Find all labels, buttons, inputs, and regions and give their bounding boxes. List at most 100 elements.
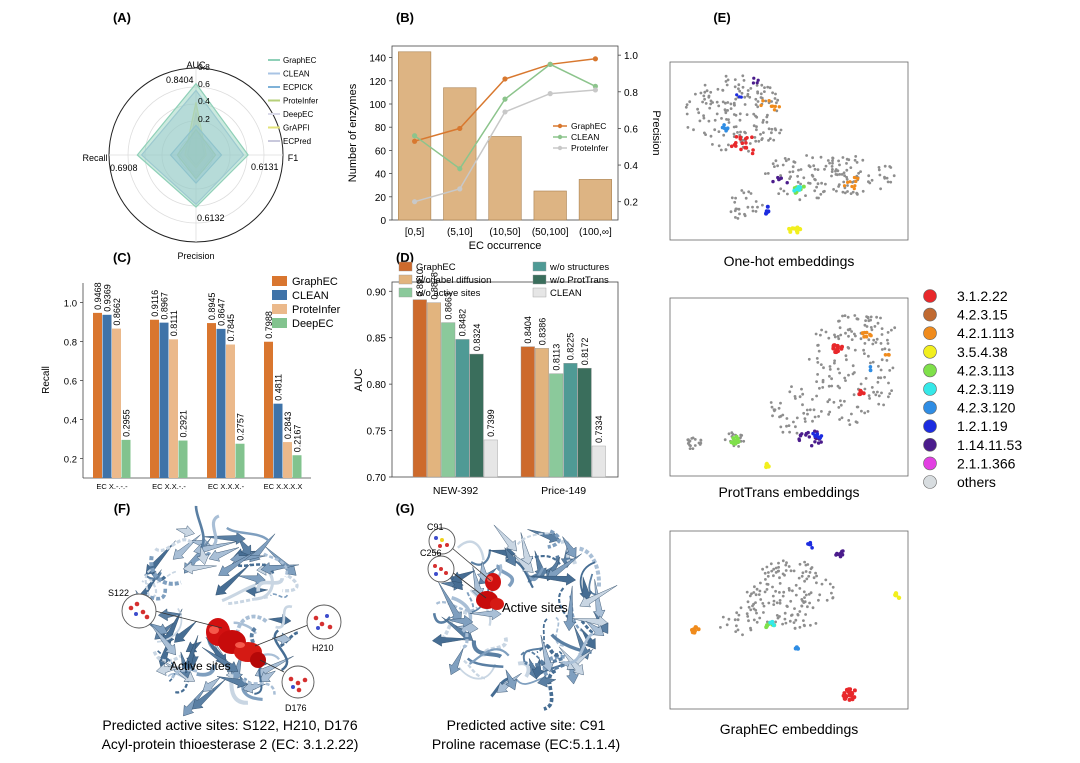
coil-loop (263, 552, 289, 578)
embedding-point (856, 176, 860, 181)
embedding-point (719, 626, 722, 629)
coil-loop (470, 549, 491, 566)
bar-value-label: 0.2757 (235, 413, 245, 441)
coil-loop (269, 593, 289, 599)
embedding-point (833, 335, 837, 339)
embedding-point (765, 115, 769, 119)
embedding-point (730, 196, 734, 200)
embedding-point (758, 589, 762, 593)
embedding-point (864, 319, 867, 322)
embedding-point (869, 361, 872, 365)
site-label-s122: S122 (108, 588, 129, 598)
coil-loop (226, 526, 270, 542)
beta-strand (196, 545, 210, 566)
embedding-point (716, 87, 720, 91)
site-label-c91: C91 (427, 522, 444, 532)
bar-value-label: 0.2843 (283, 412, 293, 440)
embedding-point (863, 352, 866, 355)
embedding-point (715, 100, 719, 104)
embedding-point (722, 133, 726, 137)
embedding-point (740, 91, 744, 95)
point-clean (412, 133, 418, 139)
embedding-point (778, 131, 781, 135)
embedding-point (759, 132, 762, 136)
embedding-point (810, 546, 814, 550)
embedding-point (843, 174, 846, 178)
embedding-point (821, 386, 825, 389)
embedding-point (785, 181, 789, 185)
embedding-point (771, 585, 774, 589)
embedding-point (863, 387, 867, 391)
legend-label-1-2-1-19: 1.2.1.19 (957, 418, 1008, 434)
embedding-point (803, 560, 806, 564)
point-proteinfer (412, 199, 418, 205)
embedding-point (822, 366, 825, 370)
embedding-point (798, 625, 802, 629)
embedding-point (868, 368, 873, 373)
embedding-point (730, 431, 734, 434)
legend-label-w-o-label-diffusion: w/o label diffusion (415, 275, 491, 286)
bar-value-label: 0.7399 (486, 409, 496, 437)
embedding-point (805, 408, 809, 412)
embedding-point (798, 198, 802, 202)
coil-loop (275, 605, 293, 629)
embedding-point (724, 148, 728, 152)
bar-value-label: 0.7845 (226, 314, 236, 342)
coil-loop (555, 616, 565, 647)
embedding-point (837, 406, 841, 409)
embedding-point (819, 333, 822, 337)
embedding-point (734, 97, 738, 101)
protein-structure-f: S122 H210 D176 Active sites Predicted ac… (102, 505, 358, 752)
embedding-point (844, 694, 849, 699)
embedding-point (849, 690, 854, 695)
embedding-point (846, 328, 850, 332)
active-site-blob (476, 573, 504, 610)
bar-value-label: 0.8113 (552, 344, 562, 371)
embedding-point (835, 346, 840, 350)
embedding-point (831, 596, 835, 599)
embedding-point (787, 226, 792, 231)
beta-strand (493, 524, 517, 552)
beta-strand (271, 632, 292, 646)
embedding-point (798, 395, 802, 399)
beta-strand (260, 562, 300, 575)
embedding-point (796, 613, 800, 617)
embedding-point (879, 316, 882, 320)
embedding-point (707, 119, 711, 123)
bar-value-label: 0.8404 (523, 316, 533, 344)
bar-clean (483, 439, 498, 478)
beta-strand (182, 635, 199, 674)
embedding-point (756, 100, 760, 103)
embedding-point (772, 599, 776, 603)
embedding-point (778, 599, 782, 602)
bar-w-o-prottrans (577, 367, 592, 478)
embedding-point (850, 338, 854, 341)
pointer-line (254, 624, 309, 647)
embedding-point (818, 436, 822, 440)
embedding-point (841, 190, 845, 194)
embedding-point (776, 164, 779, 168)
embedding-point (726, 109, 729, 112)
legend-label-proteinfer: ProteInfer (571, 143, 608, 153)
embedding-point (786, 192, 789, 196)
embedding-point (821, 378, 825, 382)
embedding-point (816, 344, 819, 347)
beta-strand (562, 536, 577, 559)
coil-loop (173, 667, 196, 694)
embedding-point (690, 630, 695, 635)
embedding-point (779, 414, 783, 418)
embedding-point (760, 96, 764, 100)
embedding-point (847, 346, 851, 350)
embedding-point (861, 391, 866, 396)
embedding-point (858, 388, 863, 393)
beta-strand (238, 572, 266, 586)
embedding-point (778, 576, 781, 580)
embedding-point (777, 177, 781, 182)
beta-strand (218, 550, 257, 576)
embedding-point (819, 192, 823, 196)
embedding-point (781, 594, 785, 598)
coil-loop (194, 505, 205, 549)
radar-series-ecpick (169, 124, 223, 184)
embedding-point (754, 139, 758, 143)
embedding-point (740, 189, 744, 192)
